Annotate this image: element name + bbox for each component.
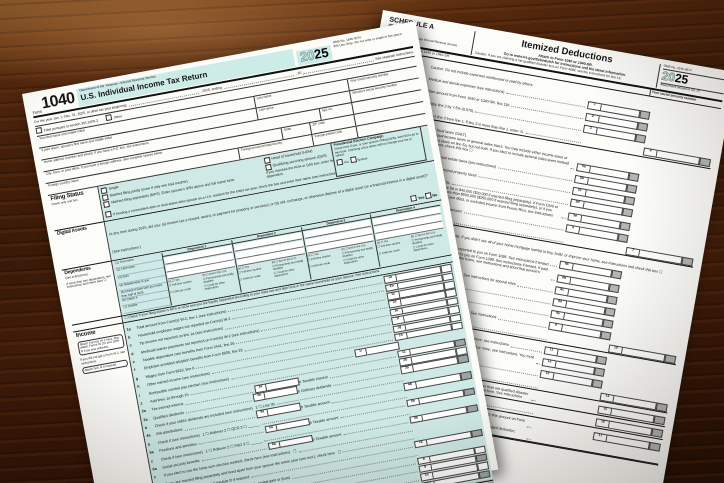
pec-spouse-label: Spouse bbox=[356, 155, 368, 162]
form-1040-paper: Form 1040 Department of the Treasury—Int… bbox=[22, 21, 499, 483]
line-extra: ☐ bbox=[337, 449, 342, 455]
inner-cents-box bbox=[591, 378, 604, 389]
checkbox bbox=[349, 155, 357, 163]
inner-cents-box bbox=[602, 318, 614, 329]
inner-cents-box bbox=[593, 366, 606, 377]
inner-cents-box bbox=[623, 196, 636, 206]
form-1040-number: 1040 bbox=[39, 89, 77, 113]
line-extra: ☐ bbox=[292, 449, 297, 454]
inner-cents-box bbox=[626, 184, 638, 194]
filing-status-option-label: Single bbox=[108, 185, 119, 192]
dotted-leader bbox=[550, 274, 556, 281]
inner-cents-box bbox=[634, 134, 647, 144]
inner-cents-box bbox=[621, 207, 634, 218]
dotted-leader bbox=[570, 164, 576, 170]
dotted-leader bbox=[531, 395, 537, 402]
cents-box bbox=[648, 441, 661, 452]
inner-cents-box bbox=[619, 221, 631, 231]
inner-cents-box bbox=[608, 283, 620, 293]
checkbox bbox=[424, 192, 432, 200]
inner-cents-box bbox=[604, 306, 616, 317]
inner-cents-box bbox=[611, 269, 623, 280]
checkbox bbox=[105, 114, 113, 122]
cents-box bbox=[478, 469, 491, 480]
year-25: 25 bbox=[312, 45, 330, 63]
inner-cents-box bbox=[628, 172, 640, 183]
checkbox bbox=[104, 210, 112, 218]
inner-cents-box bbox=[636, 122, 649, 133]
dotted-leader bbox=[561, 213, 567, 219]
dotted-leader bbox=[526, 434, 532, 440]
cents-box bbox=[655, 402, 668, 412]
year-25: 25 bbox=[673, 70, 690, 87]
checkbox bbox=[336, 158, 344, 166]
inner-cents-box bbox=[606, 294, 618, 305]
other-label: Other bbox=[113, 114, 123, 121]
dotted-leader bbox=[550, 260, 558, 267]
cents-box bbox=[698, 157, 712, 168]
inner-cents-box bbox=[600, 330, 612, 341]
dotted-leader bbox=[535, 358, 541, 365]
no-label: No bbox=[432, 193, 438, 199]
yes-label: Yes bbox=[417, 195, 425, 201]
tax-year-20: , 20 bbox=[295, 71, 302, 77]
cents-box bbox=[664, 353, 677, 364]
form-word: Form bbox=[32, 108, 43, 116]
checkbox bbox=[35, 127, 43, 135]
cents-box bbox=[681, 256, 694, 267]
inner-cents-box bbox=[617, 233, 629, 243]
inner-cents-box bbox=[639, 110, 651, 121]
pec-you-label: You bbox=[343, 159, 350, 164]
inner-cents-box bbox=[595, 355, 608, 365]
checkbox bbox=[103, 201, 111, 209]
cents-box bbox=[653, 414, 666, 425]
cents-box bbox=[651, 428, 664, 439]
dotted-leader bbox=[526, 422, 532, 428]
